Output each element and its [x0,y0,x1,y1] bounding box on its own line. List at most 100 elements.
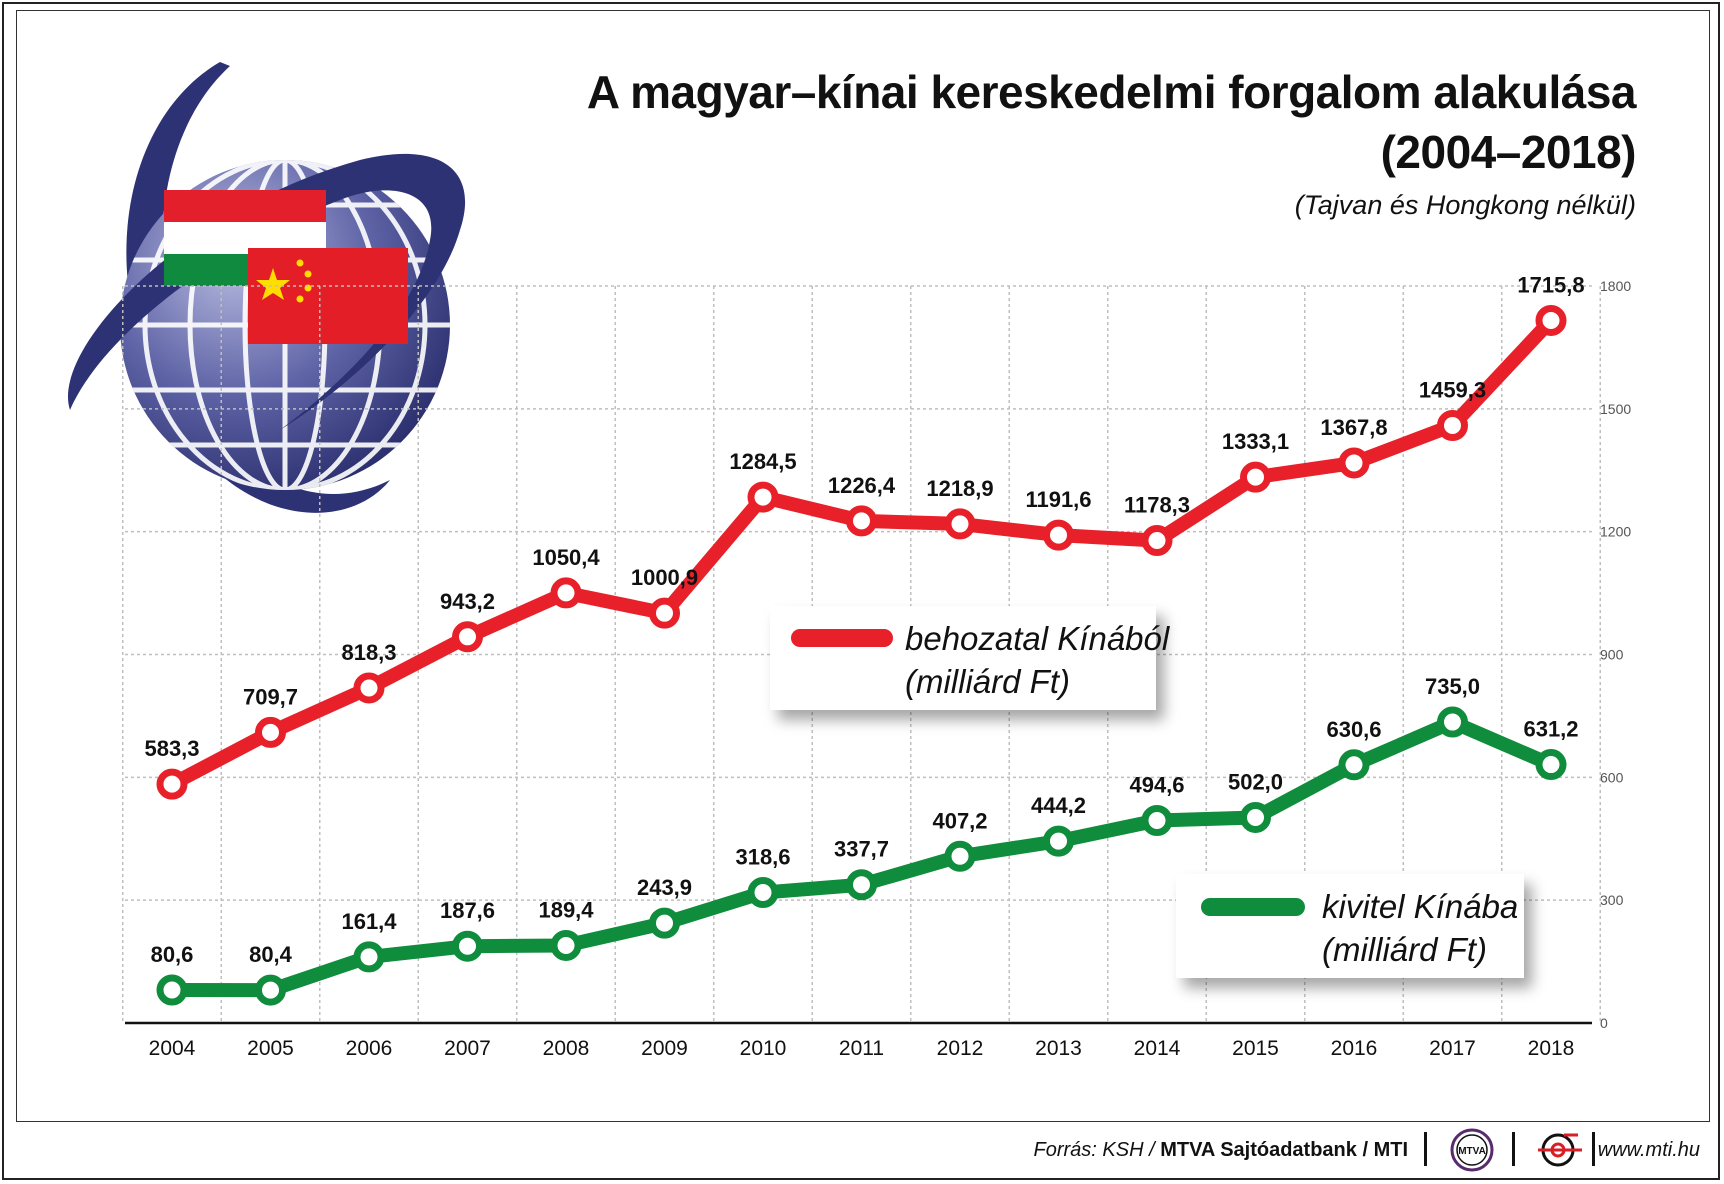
series-export: 80,6 80,4 161,4 187,6 189,4 243,9 318,6 337,7 40… [151,674,1579,1006]
data-label: 1367,8 [1320,415,1387,440]
legend-import-label: behozatal Kínából [905,620,1171,657]
y-tick-label: 1500 [1600,401,1631,417]
data-point [1043,825,1074,857]
x-tick-label: 2012 [937,1037,984,1060]
x-tick-label: 2011 [839,1037,884,1060]
data-label: 583,3 [144,736,199,761]
mtva-logo-text: MTVA [1458,1146,1486,1157]
x-tick-label: 2004 [149,1037,196,1060]
data-label: 161,4 [341,909,397,934]
data-label: 630,6 [1326,717,1381,742]
globe-icon [67,62,466,513]
data-label: 318,6 [735,845,790,870]
data-point [452,621,483,653]
x-tick-label: 2008 [543,1037,590,1060]
x-tick-label: 2016 [1331,1037,1378,1060]
data-point [452,930,483,962]
data-label: 1218,9 [926,476,993,501]
footer-separator [1592,1132,1595,1166]
data-label: 1191,6 [1025,487,1091,512]
data-point [550,929,582,961]
x-tick-label: 2018 [1528,1037,1575,1060]
data-label: 1000,9 [631,565,698,590]
data-label: 337,7 [834,837,889,862]
data-point [353,941,385,973]
data-point [1240,461,1271,493]
data-point [353,672,385,704]
y-tick-label: 1800 [1600,278,1631,294]
data-label: 407,2 [932,808,987,833]
series-layer: 583,3 709,7 818,3 943,2 1050,4 1000,9 1284,5 12… [144,272,1585,1006]
data-point [550,577,582,609]
data-point [649,907,680,939]
title-line-1: A magyar–kínai kereskedelmi forgalom ala… [586,66,1637,118]
data-label: 243,9 [637,875,692,900]
data-label: 631,2 [1523,717,1578,742]
data-point [1437,706,1468,738]
data-label: 1333,1 [1222,429,1289,454]
source-agency: MTVA Sajtóadatbank / MTI [1160,1139,1408,1161]
x-axis-ticks: 2004 2005 2006 2007 2008 2009 2010 2011 2012 2013… [149,1037,1575,1060]
data-label: 1050,4 [532,545,600,570]
data-point [1240,801,1271,833]
data-point [156,974,188,1006]
data-point [1338,447,1370,479]
data-point [846,869,877,901]
chart-frame [16,10,1710,1122]
data-point [649,597,680,629]
data-label: 943,2 [440,589,495,614]
chinese-flag-icon [248,248,408,344]
y-tick-label: 900 [1600,647,1624,663]
footer-separator [1512,1132,1515,1166]
data-label: 1459,3 [1419,377,1486,402]
x-tick-label: 2017 [1429,1037,1476,1060]
data-point [1437,409,1468,441]
data-point [846,505,877,537]
data-label: 494,6 [1129,772,1184,797]
series-line [165,313,1558,792]
y-tick-label: 600 [1600,769,1624,785]
data-label: 1178,3 [1124,493,1190,518]
legend-export-label: kivitel Kínába [1322,888,1518,925]
legend-export [1176,874,1524,978]
data-label: 1226,4 [828,473,896,498]
data-point [255,974,286,1006]
orbit-ring-front [67,153,466,430]
data-label: 189,4 [538,897,594,922]
footer: Forrás: KSH / MTVA Sajtóadatbank / MTI M… [0,1122,1724,1178]
data-point [944,840,976,872]
chart-subtitle: (Tajvan és Hongkong nélkül) [1294,190,1636,220]
data-label: 1715,8 [1517,272,1584,297]
x-tick-label: 2006 [346,1037,393,1060]
data-point [255,716,286,748]
website-link[interactable]: www.mti.hu [1597,1139,1700,1161]
y-tick-label: 0 [1600,1015,1608,1031]
y-axis-ticks: 0 300 600 900 1200 1500 1800 [1600,278,1631,1031]
source-prefix: Forrás: KSH / [1033,1139,1161,1161]
data-point [1141,804,1173,836]
data-label: 735,0 [1425,674,1480,699]
series-import: 583,3 709,7 818,3 943,2 1050,4 1000,9 1284,5 12… [144,272,1585,800]
x-tick-label: 2005 [247,1037,294,1060]
footer-separator [1424,1132,1427,1166]
data-label: 1284,5 [729,449,796,474]
data-label: 444,2 [1031,793,1086,818]
data-point [1338,749,1370,781]
data-label: 502,0 [1228,769,1283,794]
legend-import-unit: (milliárd Ft) [905,663,1070,700]
data-point [156,768,188,800]
x-tick-label: 2013 [1035,1037,1082,1060]
x-tick-label: 2010 [740,1037,787,1060]
data-point [747,877,779,909]
data-label: 80,4 [249,942,293,967]
data-point [1535,749,1567,781]
data-point [1141,525,1173,557]
data-label: 80,6 [151,942,194,967]
x-tick-label: 2009 [641,1037,688,1060]
data-label: 818,3 [341,640,396,665]
title-line-2: (2004–2018) [1380,126,1637,178]
x-tick-label: 2007 [444,1037,491,1060]
data-point [1535,304,1567,336]
